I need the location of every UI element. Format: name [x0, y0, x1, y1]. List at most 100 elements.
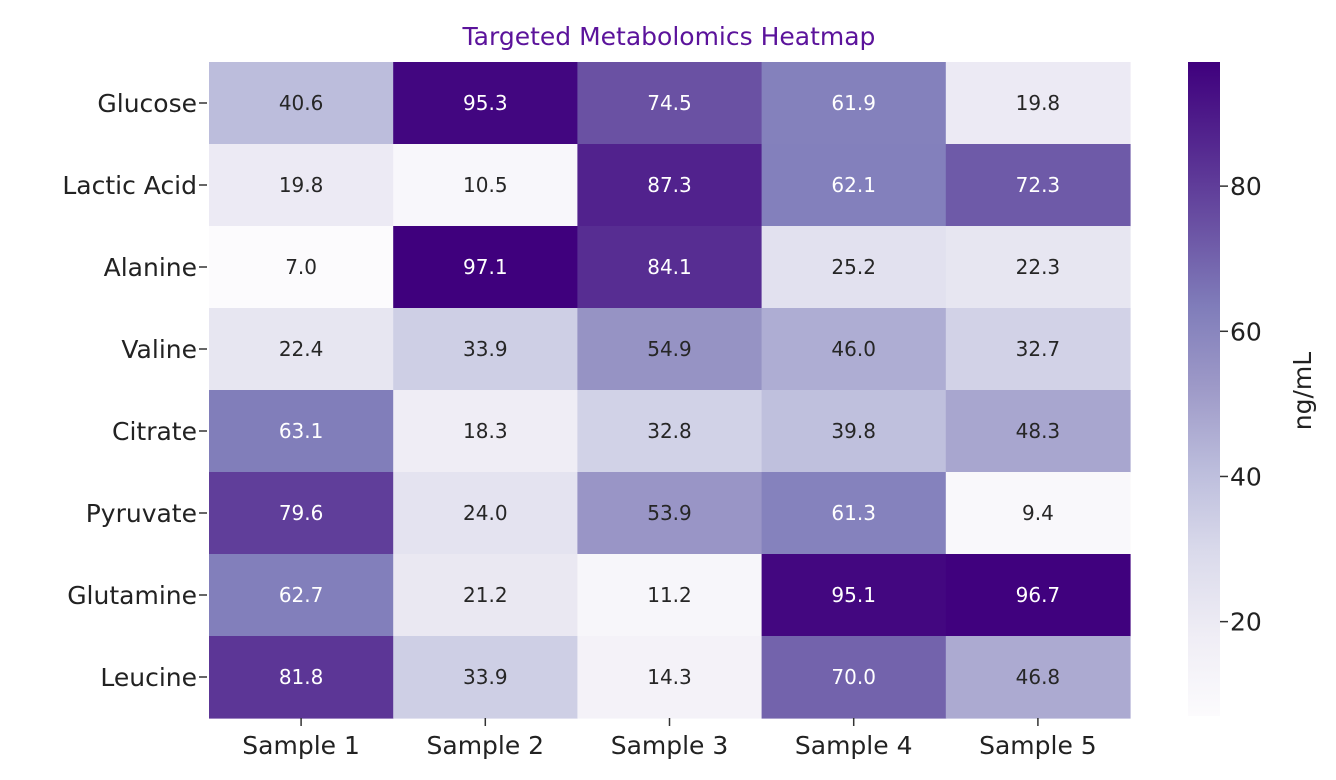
column-label: Sample 5	[979, 731, 1097, 760]
colorbar-tick-label: 20	[1230, 608, 1262, 637]
cell-value-label: 70.0	[831, 665, 876, 689]
column-label: Sample 3	[611, 731, 729, 760]
cell-value-label: 22.3	[1016, 255, 1061, 279]
heatmap-cell	[393, 472, 578, 555]
cell-value-label: 18.3	[463, 419, 508, 443]
heatmap-cell	[761, 62, 947, 145]
heatmap-cell	[209, 226, 394, 309]
cell-value-label: 22.4	[279, 337, 324, 361]
heatmap-cell	[577, 308, 763, 391]
heatmap-cell	[945, 472, 1131, 555]
cell-value-label: 24.0	[463, 501, 508, 525]
row-label: Valine	[121, 335, 197, 364]
cell-value-label: 21.2	[463, 583, 508, 607]
heatmap-cell	[761, 390, 947, 473]
heatmap-cell	[209, 144, 394, 227]
heatmap-cell	[393, 62, 578, 145]
cell-value-label: 62.1	[831, 173, 876, 197]
heatmap-cell	[761, 308, 947, 391]
cell-value-label: 79.6	[279, 501, 324, 525]
cell-value-label: 63.1	[279, 419, 324, 443]
cell-value-label: 32.8	[647, 419, 692, 443]
row-labels: Glucose Lactic Acid Alanine Valine Citrate Py…	[62, 89, 207, 692]
row-label: Glutamine	[67, 581, 197, 610]
cell-value-label: 46.0	[831, 337, 876, 361]
heatmap-cell	[577, 144, 763, 227]
cell-value-label: 95.1	[831, 583, 876, 607]
cell-value-label: 39.8	[831, 419, 876, 443]
cell-value-label: 46.8	[1016, 665, 1061, 689]
cell-value-label: 62.7	[279, 583, 324, 607]
heatmap-cell	[577, 554, 763, 637]
heatmap-cell	[393, 636, 578, 719]
heatmap-cells: 40.6 95.3 74.5 61.9 19.8 19.8 10.5 87.3 62.1 72.3…	[209, 62, 1131, 719]
heatmap-cell	[393, 390, 578, 473]
colorbar-tick-label: 40	[1230, 462, 1262, 491]
cell-value-label: 96.7	[1016, 583, 1061, 607]
column-label: Sample 2	[427, 731, 545, 760]
heatmap-cell	[577, 472, 763, 555]
colorbar: 20 40 60 80	[1188, 62, 1262, 716]
column-label: Sample 1	[242, 731, 360, 760]
cell-value-label: 25.2	[831, 255, 876, 279]
cell-value-label: 9.4	[1022, 501, 1054, 525]
row-label: Alanine	[104, 253, 197, 282]
cell-value-label: 48.3	[1016, 419, 1061, 443]
heatmap-cell	[393, 554, 578, 637]
cell-value-label: 32.7	[1016, 337, 1061, 361]
heatmap-cell	[945, 144, 1131, 227]
heatmap-cell	[761, 636, 947, 719]
cell-value-label: 10.5	[463, 173, 508, 197]
column-labels: Sample 1 Sample 2 Sample 3 Sample 4 Sample 5	[242, 718, 1097, 760]
cell-value-label: 97.1	[463, 255, 508, 279]
heatmap-cell	[761, 472, 947, 555]
heatmap-cell	[945, 308, 1131, 391]
row-label: Pyruvate	[86, 499, 197, 528]
heatmap-cell	[761, 144, 947, 227]
row-label: Leucine	[100, 663, 197, 692]
heatmap-cell	[577, 636, 763, 719]
chart-title: Targeted Metabolomics Heatmap	[462, 22, 876, 51]
cell-value-label: 81.8	[279, 665, 324, 689]
cell-value-label: 33.9	[463, 337, 508, 361]
cell-value-label: 54.9	[647, 337, 692, 361]
cell-value-label: 40.6	[279, 91, 324, 115]
heatmap-cell	[945, 62, 1131, 145]
cell-value-label: 19.8	[1016, 91, 1061, 115]
heatmap-cell	[209, 636, 394, 719]
cell-value-label: 33.9	[463, 665, 508, 689]
heatmap-cell	[761, 554, 947, 637]
colorbar-tick-label: 80	[1230, 172, 1262, 201]
colorbar-gradient	[1188, 62, 1220, 716]
heatmap-cell	[577, 226, 763, 309]
colorbar-tick-label: 60	[1230, 317, 1262, 346]
cell-value-label: 61.9	[831, 91, 876, 115]
column-label: Sample 4	[795, 731, 913, 760]
heatmap-cell	[393, 308, 578, 391]
heatmap-cell	[209, 472, 394, 555]
row-label: Lactic Acid	[62, 171, 197, 200]
heatmap-cell	[945, 390, 1131, 473]
heatmap-cell	[577, 62, 763, 145]
heatmap-cell	[945, 636, 1131, 719]
cell-value-label: 11.2	[647, 583, 692, 607]
cell-value-label: 7.0	[285, 255, 317, 279]
cell-value-label: 74.5	[647, 91, 692, 115]
cell-value-label: 14.3	[647, 665, 692, 689]
heatmap-cell	[945, 554, 1131, 637]
heatmap-cell	[761, 226, 947, 309]
heatmap-cell	[209, 554, 394, 637]
heatmap-cell	[209, 62, 394, 145]
row-label: Glucose	[97, 89, 197, 118]
heatmap-cell	[393, 144, 578, 227]
cell-value-label: 84.1	[647, 255, 692, 279]
heatmap-cell	[209, 308, 394, 391]
colorbar-label: ng/mL	[1288, 352, 1317, 430]
cell-value-label: 95.3	[463, 91, 508, 115]
cell-value-label: 19.8	[279, 173, 324, 197]
cell-value-label: 61.3	[831, 501, 876, 525]
row-label: Citrate	[112, 417, 197, 446]
heatmap-cell	[393, 226, 578, 309]
cell-value-label: 87.3	[647, 173, 692, 197]
